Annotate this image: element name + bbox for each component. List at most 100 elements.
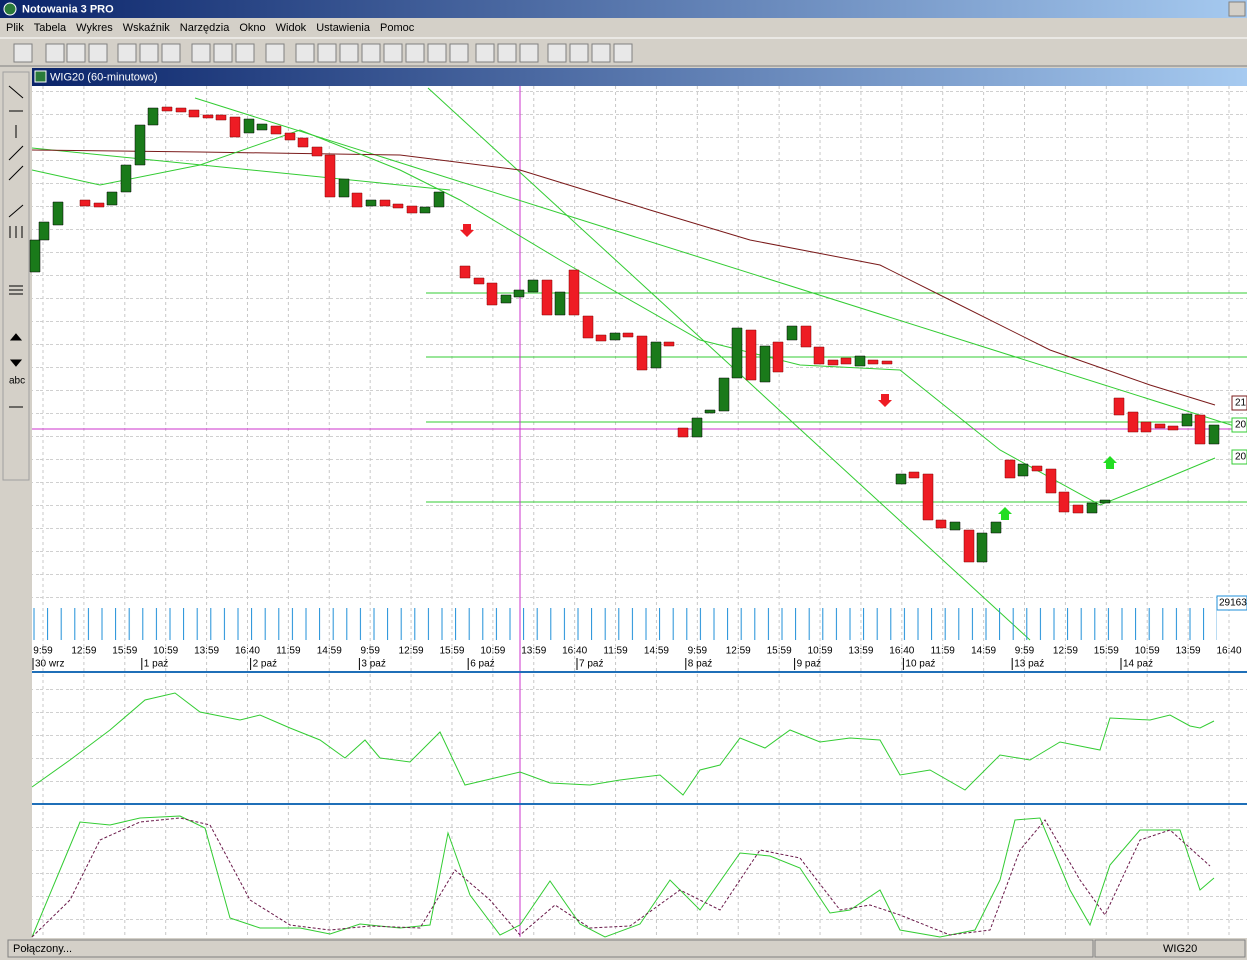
time-label: 10:59 [808, 646, 833, 657]
time-label: 15:59 [1094, 646, 1119, 657]
menu-item[interactable]: Widok [276, 22, 307, 34]
time-label: 9:59 [1015, 646, 1035, 657]
menu-item[interactable]: Wykres [76, 22, 113, 34]
tool-button[interactable] [213, 43, 233, 63]
tool-button[interactable] [317, 43, 337, 63]
minimize-button[interactable] [1228, 1, 1246, 17]
tool-button[interactable] [475, 43, 495, 63]
menu-item[interactable]: Tabela [34, 22, 67, 34]
volume-label: 29163 [1219, 598, 1247, 609]
date-label: 10 paź [905, 659, 935, 670]
menu-item[interactable]: Ustawienia [316, 22, 371, 34]
date-label: 6 paź [470, 659, 494, 670]
menu-item[interactable]: Okno [239, 22, 265, 34]
price-label-box [1231, 395, 1247, 411]
tool-button[interactable] [235, 43, 255, 63]
tool-button[interactable] [191, 43, 211, 63]
time-label: 12:59 [71, 646, 96, 657]
tool-button[interactable] [519, 43, 539, 63]
tool-button[interactable] [569, 43, 589, 63]
tool-button[interactable] [339, 43, 359, 63]
date-label: 1 paź [144, 659, 168, 670]
time-label: 15:59 [439, 646, 464, 657]
chart-window-title: WIG20 (60-minutowo) [50, 71, 158, 83]
tool-button[interactable] [547, 43, 567, 63]
menu-item[interactable]: Plik [6, 22, 24, 34]
tool-button[interactable] [405, 43, 425, 63]
time-label: 13:59 [521, 646, 546, 657]
app-icon [3, 2, 17, 16]
time-label: 16:40 [235, 646, 260, 657]
toolbar [13, 43, 633, 63]
time-label: 15:59 [767, 646, 792, 657]
tool-button[interactable] [117, 43, 137, 63]
tool-button[interactable] [497, 43, 517, 63]
time-label: 14:59 [317, 646, 342, 657]
time-label: 10:59 [153, 646, 178, 657]
time-label: 9:59 [33, 646, 53, 657]
tool-button[interactable] [88, 43, 108, 63]
stochastic-line [31, 815, 1215, 938]
date-label: 9 paź [797, 659, 821, 670]
price-label-box [1231, 417, 1247, 433]
menu-bar: Plik Tabela Wykres Wskaźnik Narzędzia Okno Wid… [6, 22, 415, 34]
date-label: 2 paź [253, 659, 277, 670]
status-bar [0, 938, 1247, 960]
date-label: 8 paź [688, 659, 712, 670]
time-label: 16:40 [562, 646, 587, 657]
time-label: 10:59 [480, 646, 505, 657]
tool-button[interactable] [361, 43, 381, 63]
tool-button[interactable] [13, 43, 33, 63]
tool-button[interactable] [383, 43, 403, 63]
time-label: 16:40 [1216, 646, 1241, 657]
tool-button[interactable] [161, 43, 181, 63]
price-label: 20 [1235, 420, 1247, 431]
time-label: 10:59 [1135, 646, 1160, 657]
tool-button[interactable] [265, 43, 285, 63]
price-label-box [1231, 449, 1247, 465]
date-label: 30 wrz [35, 659, 64, 670]
tool-button[interactable] [449, 43, 469, 63]
time-label: 13:59 [194, 646, 219, 657]
signal-line [31, 817, 1211, 938]
tool-button[interactable] [427, 43, 447, 63]
status-symbol: WIG20 [1163, 943, 1197, 955]
tool-button[interactable] [66, 43, 86, 63]
time-label: 9:59 [688, 646, 708, 657]
time-label: 14:59 [971, 646, 996, 657]
date-label: 14 paź [1123, 659, 1153, 670]
tool-button[interactable] [613, 43, 633, 63]
tool-button[interactable] [591, 43, 611, 63]
tool-button[interactable] [45, 43, 65, 63]
menu-item[interactable]: Narzędzia [180, 22, 230, 34]
drawing-toolbar: abc [2, 71, 30, 481]
app-title: Notowania 3 PRO [22, 3, 114, 15]
time-label: 11:59 [603, 646, 628, 657]
time-label: 14:59 [644, 646, 669, 657]
tool-button[interactable] [295, 43, 315, 63]
title-bar [0, 0, 1247, 18]
time-label: 13:59 [1176, 646, 1201, 657]
date-label: 13 paź [1014, 659, 1044, 670]
time-label: 11:59 [276, 646, 301, 657]
price-label: 20 [1235, 452, 1247, 463]
tool-button[interactable] [139, 43, 159, 63]
menu-item[interactable]: Wskaźnik [123, 22, 171, 34]
rsi-line [31, 692, 1215, 796]
text-tool[interactable]: abc [9, 376, 25, 387]
time-label: 12:59 [1053, 646, 1078, 657]
time-label: 13:59 [848, 646, 873, 657]
time-label: 9:59 [360, 646, 380, 657]
time-label: 12:59 [726, 646, 751, 657]
crosshair [32, 86, 1247, 937]
date-label: 7 paź [579, 659, 603, 670]
chart-window-title-bar [32, 68, 1247, 86]
price-label: 21 [1235, 398, 1247, 409]
time-label: 15:59 [112, 646, 137, 657]
candles [29, 106, 1220, 563]
menu-item[interactable]: Pomoc [380, 22, 415, 34]
time-label: 16:40 [889, 646, 914, 657]
status-text: Połączony... [13, 943, 72, 955]
